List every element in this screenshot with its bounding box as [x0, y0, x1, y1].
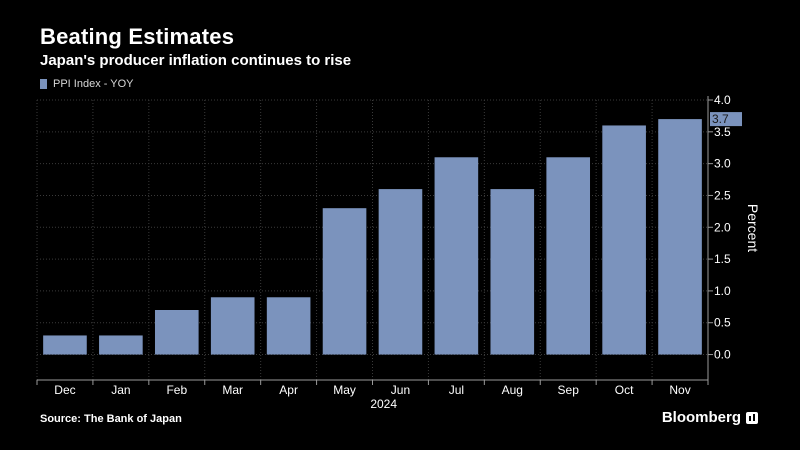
bar-jul	[434, 157, 479, 355]
bar-jun	[378, 189, 423, 355]
bar-sep	[546, 157, 591, 355]
x-tick-label: May	[333, 383, 356, 397]
bar-dec	[43, 335, 87, 355]
bar-aug	[490, 189, 535, 355]
last-value-label: 3.7	[712, 112, 729, 126]
y-tick-label: 0.0	[714, 348, 731, 362]
x-tick-label: Nov	[669, 383, 690, 397]
y-tick-label: 1.5	[714, 252, 731, 266]
x-tick-label: Mar	[222, 383, 243, 397]
x-tick-label: Sep	[558, 383, 580, 397]
chart-subtitle: Japan's producer inflation continues to …	[40, 52, 352, 69]
y-tick-label: 4.0	[714, 93, 731, 107]
x-tick-label: Jun	[391, 383, 410, 397]
brand-name: Bloomberg	[661, 409, 741, 426]
bar-apr	[266, 297, 311, 355]
x-tick-label: Jul	[449, 383, 464, 397]
y-tick-label: 2.0	[714, 220, 731, 234]
bar-mar	[210, 297, 255, 355]
bloomberg-logo: Bloomberg	[662, 409, 758, 426]
last-value-badge	[710, 112, 742, 127]
chart-title: Beating Estimates	[40, 24, 235, 49]
bar-feb	[154, 310, 199, 355]
y-tick-label: 1.0	[714, 284, 731, 298]
y-axis-title: Percent	[745, 204, 761, 252]
legend-swatch	[40, 79, 47, 89]
y-tick-label: 0.5	[714, 316, 731, 330]
x-tick-label: Feb	[166, 383, 187, 397]
x-tick-label: Jan	[111, 383, 130, 397]
bar-chart-logo-icon	[746, 411, 758, 424]
x-tick-label: Aug	[502, 383, 523, 397]
bar-may	[322, 208, 367, 355]
legend-label: PPI Index - YOY	[53, 78, 134, 90]
y-tick-label: 3.5	[714, 125, 731, 139]
x-tick-label: Apr	[279, 383, 298, 397]
x-tick-label: Oct	[615, 383, 634, 397]
y-tick-label: 3.0	[714, 157, 731, 171]
x-year-label: 2024	[370, 397, 397, 411]
source-note: Source: The Bank of Japan	[40, 413, 182, 425]
legend: PPI Index - YOY	[40, 78, 134, 90]
x-tick-label: Dec	[54, 383, 75, 397]
y-tick-label: 2.5	[714, 188, 731, 202]
bar-jan	[99, 335, 143, 355]
bar-oct	[602, 125, 646, 355]
bar-nov	[658, 119, 702, 355]
